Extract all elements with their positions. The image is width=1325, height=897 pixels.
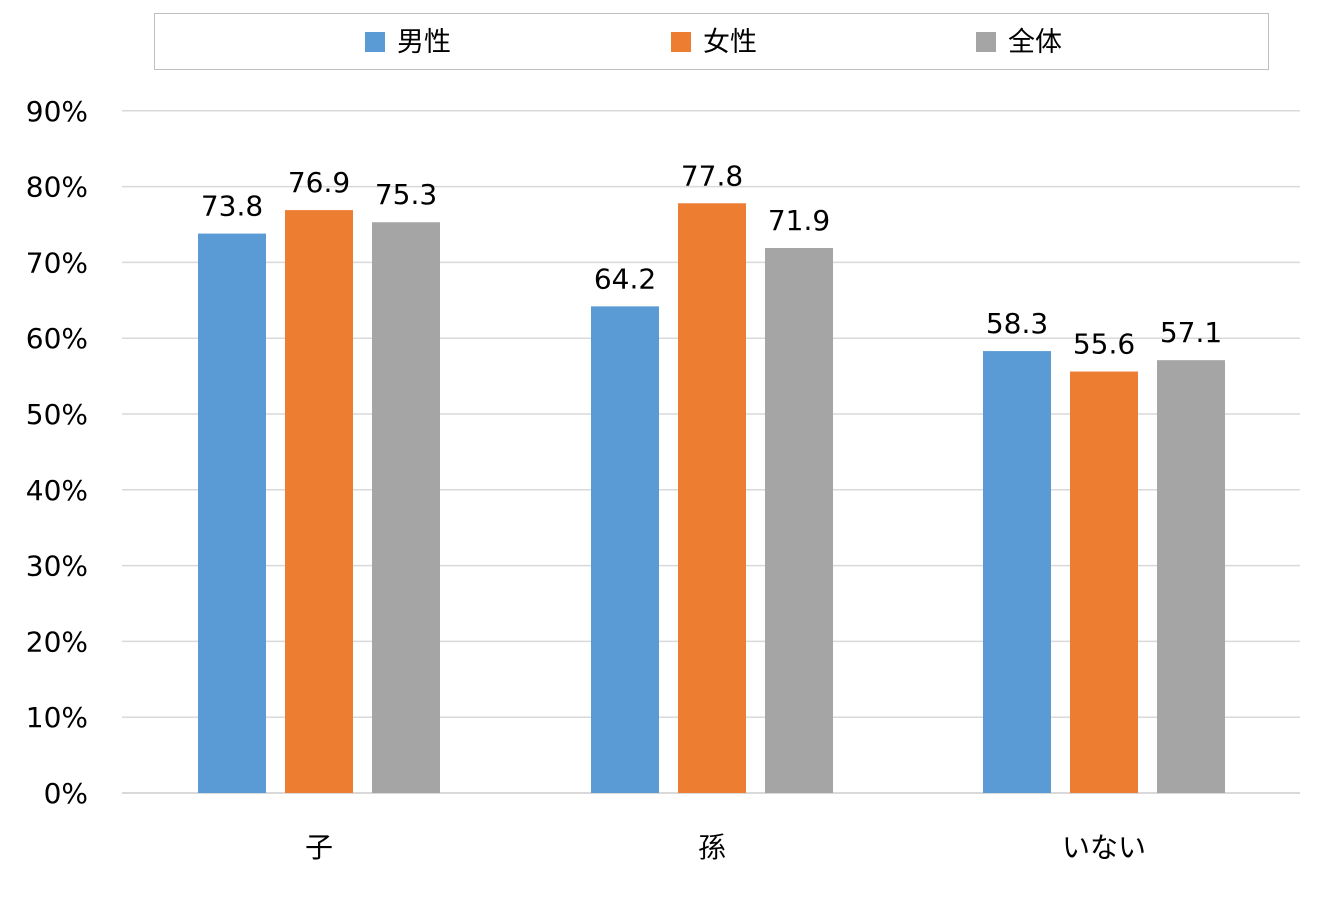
y-tick-label: 20%: [26, 625, 88, 658]
data-label-2-3: 55.6: [1073, 328, 1135, 361]
x-axis-categories: 子 孫 いない: [305, 831, 1146, 864]
legend-swatch-3: [976, 32, 996, 52]
bar-1-2: [591, 306, 659, 793]
bar-1-3: [983, 351, 1051, 793]
data-label-3-2: 71.9: [768, 204, 830, 237]
data-label-3-3: 57.1: [1160, 316, 1222, 349]
legend-swatch-1: [365, 32, 385, 52]
y-tick-label: 50%: [26, 398, 88, 431]
y-tick-label: 70%: [26, 246, 88, 279]
legend-swatch-2: [671, 32, 691, 52]
bar-2-1: [285, 210, 353, 793]
data-labels: 73.8 76.9 75.3 64.2 77.8 71.9 58.3 55.6 57.1: [201, 159, 1222, 360]
y-tick-label: 0%: [44, 777, 88, 810]
data-label-1-2: 64.2: [594, 262, 656, 295]
data-label-2-2: 77.8: [681, 159, 743, 192]
bars: [198, 203, 1225, 794]
x-category-label: いない: [1062, 831, 1146, 864]
x-category-label: 孫: [698, 831, 726, 864]
y-tick-label: 40%: [26, 474, 88, 507]
legend-box: [154, 13, 1269, 70]
data-label-3-1: 75.3: [375, 178, 437, 211]
legend-label-3: 全体: [1008, 27, 1062, 58]
bar-1-1: [198, 233, 266, 793]
y-tick-label: 80%: [26, 171, 88, 204]
legend: 男性 女性 全体: [154, 13, 1269, 70]
data-label-2-1: 76.9: [288, 166, 350, 199]
y-tick-label: 60%: [26, 322, 88, 355]
bar-3-3: [1157, 360, 1225, 793]
x-category-label: 子: [305, 831, 333, 864]
bar-3-2: [765, 247, 833, 794]
y-axis-ticks: 0% 10% 20% 30% 40% 50% 60% 70% 80% 90%: [26, 95, 88, 810]
bar-2-3: [1070, 371, 1138, 793]
y-tick-label: 30%: [26, 550, 88, 583]
bar-2-2: [678, 203, 746, 793]
y-tick-label: 90%: [26, 95, 88, 128]
bar-3-1: [372, 222, 440, 793]
legend-label-1: 男性: [397, 27, 451, 58]
y-tick-label: 10%: [26, 701, 88, 734]
legend-label-2: 女性: [703, 27, 757, 58]
data-label-1-3: 58.3: [986, 307, 1048, 340]
data-label-1-1: 73.8: [201, 190, 263, 223]
